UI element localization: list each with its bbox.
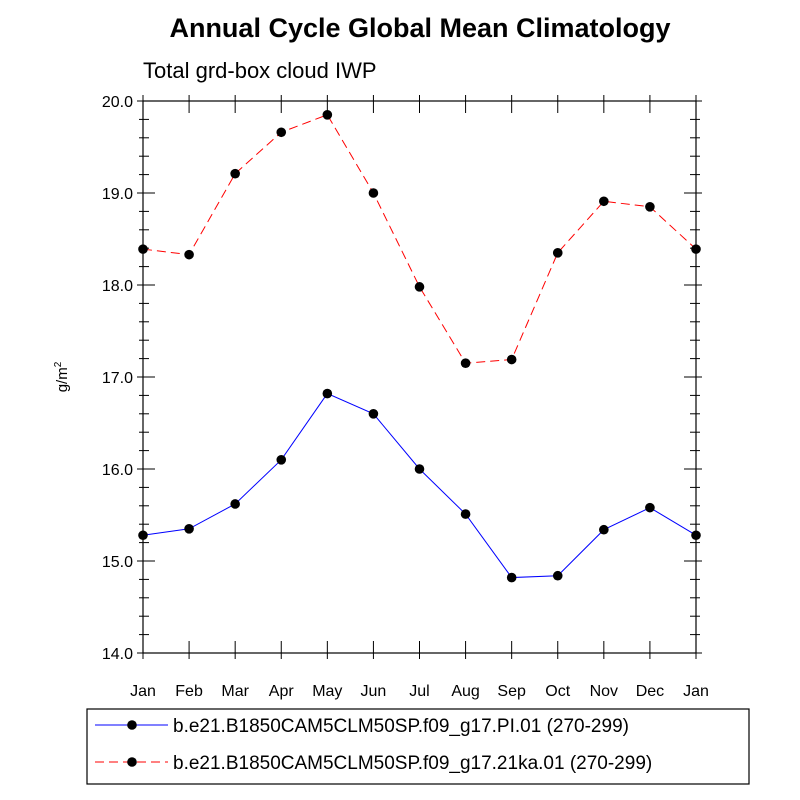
data-point-series-1 <box>414 464 425 474</box>
data-point-series-1 <box>645 502 655 513</box>
plot-frame <box>142 100 697 654</box>
data-point-series-2 <box>414 282 425 292</box>
data-point-series-2 <box>276 127 287 138</box>
data-point-series-1 <box>322 388 333 399</box>
x-tick-labels: Jan Feb Mar Apr May Jun Jul Aug Sep Oct Nov Dec Jan <box>130 683 709 700</box>
x-tick-label: Oct <box>545 683 570 700</box>
data-point-series-2 <box>322 110 333 120</box>
chart-title: Annual Cycle Global Mean Climatology <box>169 13 670 43</box>
data-point-series-2 <box>460 358 471 369</box>
chart-subtitle: Total grd-box cloud IWP <box>143 58 377 83</box>
y-axis-label: g/m2 <box>53 361 71 392</box>
y-tick-label: 19.0 <box>102 186 133 203</box>
y-tick-label: 14.0 <box>102 646 133 663</box>
y-tick-labels: 14.0 15.0 16.0 17.0 18.0 19.0 20.0 <box>102 94 133 663</box>
data-point-series-1 <box>276 455 287 465</box>
tick-marks <box>137 95 702 659</box>
x-tick-label: Aug <box>451 683 479 700</box>
data-point-series-1 <box>368 409 379 419</box>
legend: b.e21.B1850CAM5CLM50SP.f09_g17.PI.01 (27… <box>86 708 750 785</box>
x-tick-label: May <box>312 683 342 700</box>
x-tick-label: Jan <box>683 683 709 700</box>
x-tick-label: Feb <box>175 683 203 700</box>
data-point-series-1 <box>552 570 563 581</box>
x-tick-label: Jul <box>409 683 429 700</box>
data-point-series-2 <box>552 248 563 258</box>
data-point-series-1 <box>506 572 517 583</box>
x-tick-label: Dec <box>636 683 664 700</box>
y-tick-label: 15.0 <box>102 554 133 571</box>
y-tick-label: 17.0 <box>102 370 133 387</box>
series-line-1 <box>142 392 697 579</box>
x-tick-label: Jun <box>361 683 387 700</box>
legend-label-2: b.e21.B1850CAM5CLM50SP.f09_g17.21ka.01 (… <box>173 753 652 774</box>
y-axis-label-sup: 2 <box>53 361 64 367</box>
y-tick-label: 18.0 <box>102 278 133 295</box>
series-layer <box>138 110 701 583</box>
data-point-series-1 <box>184 524 194 534</box>
y-tick-label: 20.0 <box>102 94 133 111</box>
legend-items: b.e21.B1850CAM5CLM50SP.f09_g17.PI.01 (27… <box>95 716 652 774</box>
y-axis-label-base: g/m <box>54 367 71 392</box>
data-point-series-1 <box>460 509 471 519</box>
series-line-2 <box>142 114 697 364</box>
y-tick-label: 16.0 <box>102 462 133 479</box>
data-point-series-2 <box>184 249 194 260</box>
data-point-series-2 <box>506 354 517 365</box>
data-point-series-2 <box>230 168 240 179</box>
legend-label-1: b.e21.B1850CAM5CLM50SP.f09_g17.PI.01 (27… <box>173 716 629 737</box>
data-point-series-2 <box>599 196 609 207</box>
data-point-series-2 <box>368 188 379 198</box>
data-point-series-2 <box>645 202 655 212</box>
data-point-series-1 <box>230 499 240 509</box>
x-tick-label: Jan <box>130 683 156 700</box>
x-tick-label: Apr <box>269 683 295 700</box>
legend-box <box>86 708 750 785</box>
x-tick-label: Mar <box>221 683 249 700</box>
x-tick-label: Sep <box>497 683 526 700</box>
data-point-series-1 <box>599 524 609 535</box>
legend-marker-1 <box>127 720 137 730</box>
legend-marker-2 <box>127 757 137 767</box>
x-tick-label: Nov <box>590 683 618 700</box>
